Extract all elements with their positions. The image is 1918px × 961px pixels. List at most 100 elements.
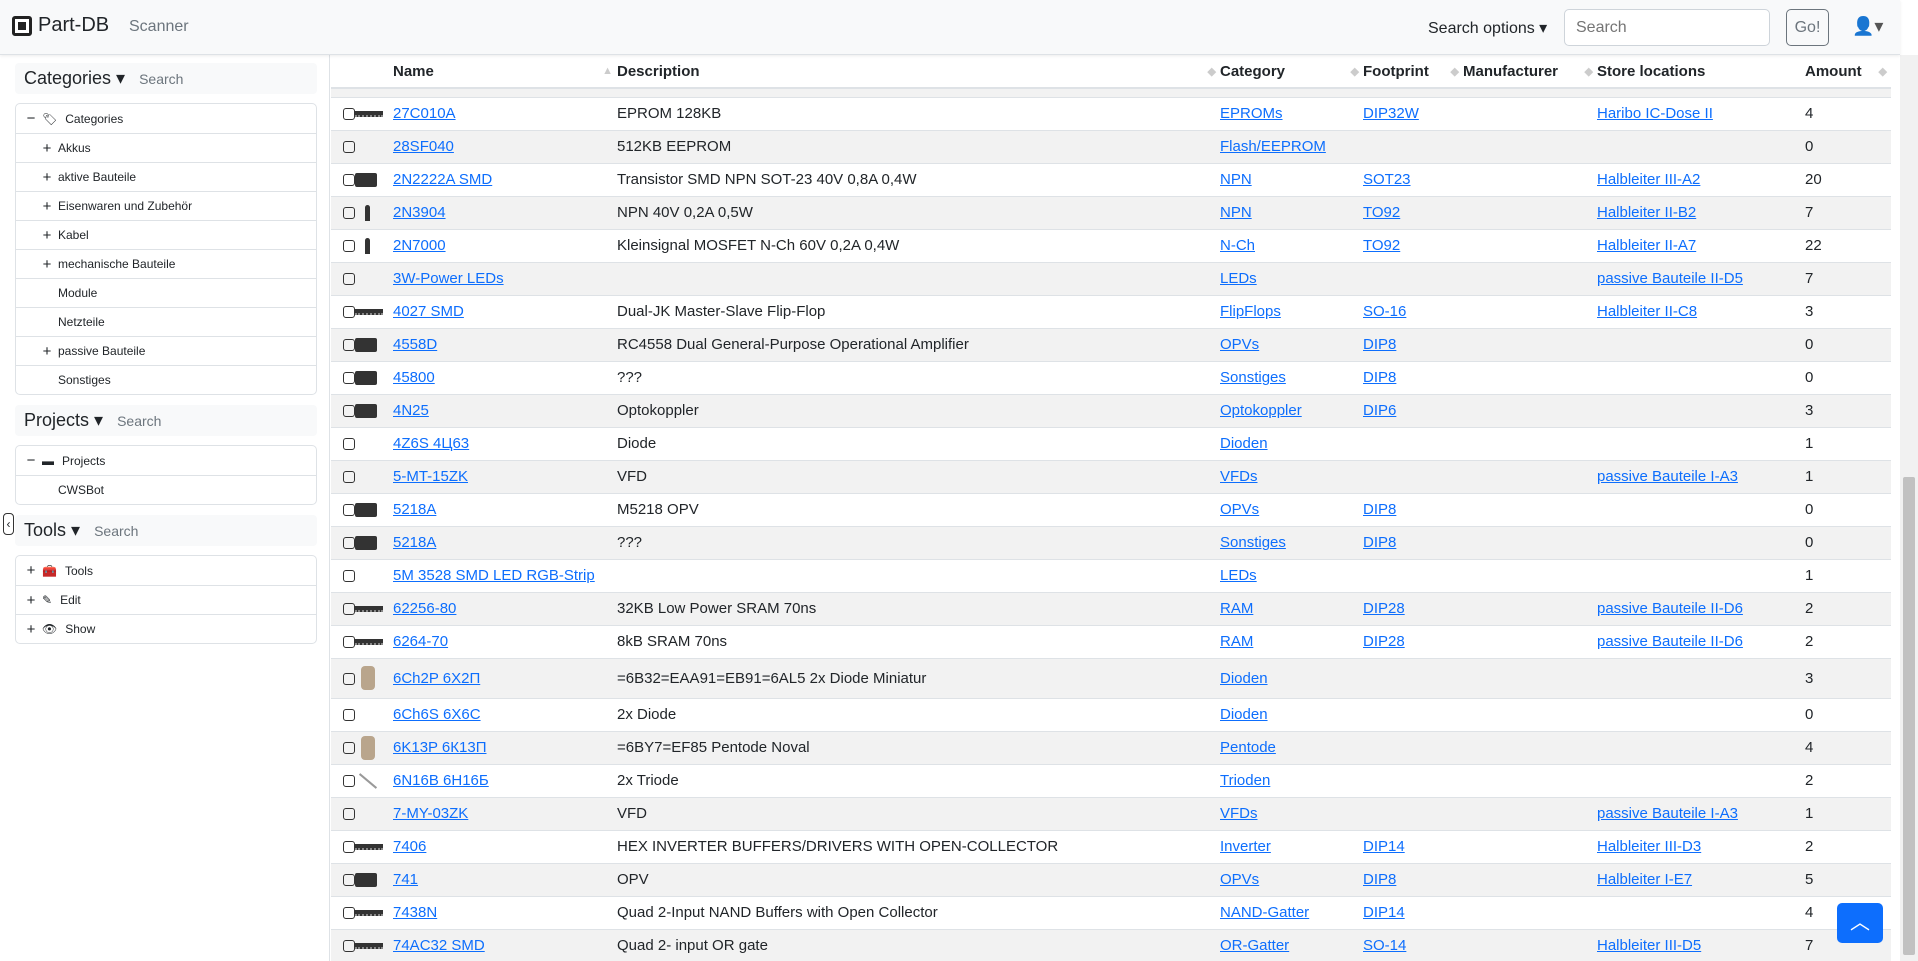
part-image-icon[interactable]: [361, 735, 375, 760]
table-row[interactable]: 4N25 Optokoppler Optokoppler DIP6 3: [331, 393, 1891, 427]
table-row[interactable]: 7-MY-03ZK VFD VFDs passive Bauteile I-A3…: [331, 796, 1891, 830]
table-row[interactable]: 4558D RC4558 Dual General-Purpose Operat…: [331, 327, 1891, 361]
category-link[interactable]: NAND-Gatter: [1220, 904, 1310, 921]
part-image-icon[interactable]: [361, 666, 375, 690]
column-header[interactable]: Name ▲: [393, 55, 617, 89]
sort-icon[interactable]: ◆: [1878, 66, 1887, 78]
category-link[interactable]: N-Ch: [1220, 237, 1256, 254]
category-link[interactable]: Trioden: [1220, 772, 1271, 789]
table-row[interactable]: 3W-Power LEDs LEDs passive Bauteile II-D…: [331, 261, 1891, 295]
footprint-link[interactable]: DIP8: [1363, 336, 1397, 353]
tree-item[interactable]: − 🏷 Categories: [16, 104, 316, 133]
part-image-icon[interactable]: [355, 338, 377, 353]
row-checkbox[interactable]: [343, 672, 355, 685]
tools-search[interactable]: Search: [94, 522, 139, 539]
category-link[interactable]: LEDs: [1220, 567, 1257, 584]
tree-item[interactable]: + mechanische Bauteile: [16, 249, 316, 278]
sort-icon[interactable]: ◆: [1450, 66, 1459, 78]
categories-dropdown[interactable]: Categories ▾: [24, 68, 126, 88]
part-name-link[interactable]: 4027 SMD: [393, 303, 464, 320]
tree-item[interactable]: + aktive Bauteile: [16, 162, 316, 191]
row-checkbox[interactable]: [343, 471, 355, 484]
collapse-icon[interactable]: −: [26, 452, 36, 469]
part-image-icon[interactable]: [365, 238, 370, 255]
footprint-link[interactable]: DIP8: [1363, 369, 1397, 386]
row-checkbox[interactable]: [343, 141, 355, 154]
row-checkbox[interactable]: [343, 240, 355, 253]
category-link[interactable]: OPVs: [1220, 336, 1260, 353]
part-image-icon[interactable]: [355, 943, 383, 950]
expand-icon[interactable]: +: [42, 342, 52, 360]
footprint-link[interactable]: TO92: [1363, 237, 1401, 254]
row-checkbox[interactable]: [343, 405, 355, 418]
part-image-icon[interactable]: [355, 404, 377, 419]
category-link[interactable]: OR-Gatter: [1220, 937, 1290, 955]
part-image-icon[interactable]: [355, 639, 383, 646]
category-link[interactable]: LEDs: [1220, 270, 1257, 287]
store-location-link[interactable]: passive Bauteile II-D6: [1597, 633, 1743, 650]
table-row[interactable]: 6K13P 6К13П =6BY7=EF85 Pentode Noval Pen…: [331, 730, 1891, 764]
category-link[interactable]: RAM: [1220, 633, 1254, 650]
part-image-icon[interactable]: [355, 111, 383, 118]
tree-item[interactable]: Module: [16, 278, 316, 307]
part-name-link[interactable]: 45800: [393, 369, 435, 386]
footprint-link[interactable]: DIP14: [1363, 904, 1405, 921]
store-location-link[interactable]: passive Bauteile I-A3: [1597, 468, 1738, 485]
store-location-link[interactable]: Halbleiter I-E7: [1597, 871, 1693, 888]
table-row[interactable]: 2N7000 Kleinsignal MOSFET N-Ch 60V 0,2A …: [331, 228, 1891, 262]
table-row[interactable]: 27C010A EPROM 128KB EPROMs DIP32W Haribo …: [331, 96, 1891, 130]
footprint-link[interactable]: TO92: [1363, 204, 1401, 221]
expand-icon[interactable]: +: [42, 226, 52, 244]
part-image-icon[interactable]: [355, 606, 383, 613]
table-row[interactable]: 4027 SMD Dual-JK Master-Slave Flip-Flop …: [331, 294, 1891, 328]
table-row[interactable]: 6Ch6S 6Х6С 2x Diode Dioden 0: [331, 697, 1891, 731]
part-image-icon[interactable]: [355, 844, 383, 851]
row-checkbox[interactable]: [343, 306, 355, 319]
part-image-icon[interactable]: [358, 773, 378, 789]
table-row[interactable]: 28SF040 512KB EEPROM Flash/EEPROM 0: [331, 129, 1891, 163]
row-checkbox[interactable]: [343, 537, 355, 550]
row-checkbox[interactable]: [343, 339, 355, 352]
category-link[interactable]: Flash/EEPROM: [1220, 138, 1326, 155]
footprint-link[interactable]: SO-16: [1363, 303, 1407, 320]
row-checkbox[interactable]: [343, 841, 355, 854]
expand-icon[interactable]: +: [26, 620, 36, 638]
sort-icon[interactable]: ▲: [602, 65, 613, 77]
row-checkbox[interactable]: [343, 174, 355, 187]
scrollbar-thumb[interactable]: [1903, 477, 1915, 955]
footprint-link[interactable]: DIP28: [1363, 600, 1405, 617]
search-options-dropdown[interactable]: Search options ▾: [1428, 20, 1548, 37]
footprint-link[interactable]: DIP8: [1363, 501, 1397, 518]
category-link[interactable]: OPVs: [1220, 501, 1260, 518]
table-row[interactable]: 7406 HEX INVERTER BUFFERS/DRIVERS WITH O…: [331, 829, 1891, 863]
go-button[interactable]: Go!: [1786, 9, 1829, 46]
category-link[interactable]: NPN: [1220, 171, 1252, 188]
category-link[interactable]: Dioden: [1220, 435, 1268, 452]
part-name-link[interactable]: 6N16B 6Н16Б: [393, 772, 489, 789]
footprint-link[interactable]: SOT23: [1363, 171, 1411, 188]
footprint-link[interactable]: SO-14: [1363, 937, 1407, 955]
footprint-link[interactable]: DIP6: [1363, 402, 1397, 419]
categories-search[interactable]: Search: [139, 70, 184, 87]
store-location-link[interactable]: Halbleiter III-A2: [1597, 171, 1701, 188]
category-link[interactable]: Sonstiges: [1220, 369, 1286, 386]
part-name-link[interactable]: 6Ch6S 6Х6С: [393, 706, 481, 723]
store-location-link[interactable]: Halbleiter III-D3: [1597, 838, 1702, 855]
table-row[interactable]: 5218A M5218 OPV OPVs DIP8 0: [331, 492, 1891, 526]
part-name-link[interactable]: 5218A: [393, 534, 437, 551]
tree-item[interactable]: Netzteile: [16, 307, 316, 336]
table-row[interactable]: 2N2222A SMD Transistor SMD NPN SOT-23 40…: [331, 162, 1891, 196]
row-checkbox[interactable]: [343, 438, 355, 451]
store-location-link[interactable]: Halbleiter II-B2: [1597, 204, 1697, 221]
part-name-link[interactable]: 7-MY-03ZK: [393, 805, 469, 822]
store-location-link[interactable]: Haribo IC-Dose II: [1597, 105, 1713, 122]
tree-item[interactable]: − ▬ Projects: [16, 446, 316, 475]
part-name-link[interactable]: 5M 3528 SMD LED RGB-Strip: [393, 567, 595, 584]
row-checkbox[interactable]: [343, 775, 355, 788]
part-name-link[interactable]: 7438N: [393, 904, 438, 921]
scanner-link[interactable]: Scanner: [129, 18, 189, 35]
store-location-link[interactable]: Halbleiter III-D5: [1597, 937, 1702, 955]
row-checkbox[interactable]: [343, 636, 355, 649]
part-name-link[interactable]: 2N3904: [393, 204, 446, 221]
tree-item[interactable]: + 👁 Show: [16, 614, 316, 643]
